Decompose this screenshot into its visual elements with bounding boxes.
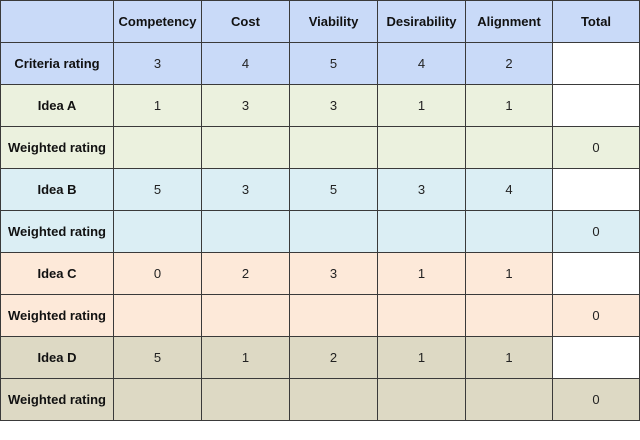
value-cell[interactable] bbox=[465, 210, 553, 253]
value-cell[interactable]: 4 bbox=[201, 42, 290, 85]
value-cell[interactable] bbox=[289, 126, 378, 169]
total-cell[interactable] bbox=[552, 336, 640, 379]
value-cell[interactable]: 3 bbox=[289, 84, 378, 127]
value-cell[interactable]: 3 bbox=[377, 168, 466, 211]
column-header-viability[interactable]: Viability bbox=[289, 0, 378, 43]
value-cell[interactable]: 5 bbox=[113, 336, 202, 379]
value-cell[interactable]: 3 bbox=[289, 252, 378, 295]
row-label-cell[interactable]: Idea B bbox=[0, 168, 114, 211]
row-label-cell[interactable]: Idea D bbox=[0, 336, 114, 379]
value-cell[interactable]: 1 bbox=[465, 252, 553, 295]
value-cell[interactable]: 1 bbox=[465, 84, 553, 127]
value-cell[interactable]: 2 bbox=[465, 42, 553, 85]
value-cell[interactable]: 1 bbox=[201, 336, 290, 379]
value-cell[interactable] bbox=[201, 294, 290, 337]
value-cell[interactable]: 1 bbox=[377, 336, 466, 379]
total-cell[interactable] bbox=[552, 84, 640, 127]
value-cell[interactable]: 1 bbox=[377, 252, 466, 295]
value-cell[interactable] bbox=[201, 378, 290, 421]
value-cell[interactable]: 2 bbox=[289, 336, 378, 379]
row-label-cell[interactable]: Weighted rating bbox=[0, 294, 114, 337]
value-cell[interactable] bbox=[113, 378, 202, 421]
total-cell[interactable] bbox=[552, 42, 640, 85]
value-cell[interactable]: 3 bbox=[201, 84, 290, 127]
value-cell[interactable] bbox=[377, 294, 466, 337]
ratings-table: Competency Cost Viability Desirability A… bbox=[0, 0, 640, 421]
value-cell[interactable] bbox=[201, 210, 290, 253]
value-cell[interactable]: 4 bbox=[377, 42, 466, 85]
column-header-total[interactable]: Total bbox=[552, 0, 640, 43]
value-cell[interactable] bbox=[465, 294, 553, 337]
value-cell[interactable] bbox=[289, 378, 378, 421]
value-cell[interactable]: 5 bbox=[289, 168, 378, 211]
row-label-cell[interactable]: Idea A bbox=[0, 84, 114, 127]
value-cell[interactable]: 0 bbox=[113, 252, 202, 295]
row-label-cell[interactable]: Idea C bbox=[0, 252, 114, 295]
table-row: Criteria rating 3 4 5 4 2 bbox=[0, 42, 640, 85]
total-cell[interactable] bbox=[552, 168, 640, 211]
corner-cell[interactable] bbox=[0, 0, 114, 43]
value-cell[interactable] bbox=[465, 378, 553, 421]
total-cell[interactable]: 0 bbox=[552, 210, 640, 253]
row-label-cell[interactable]: Weighted rating bbox=[0, 378, 114, 421]
value-cell[interactable] bbox=[113, 210, 202, 253]
total-cell[interactable]: 0 bbox=[552, 378, 640, 421]
value-cell[interactable]: 4 bbox=[465, 168, 553, 211]
total-cell[interactable]: 0 bbox=[552, 294, 640, 337]
value-cell[interactable]: 3 bbox=[201, 168, 290, 211]
value-cell[interactable]: 5 bbox=[113, 168, 202, 211]
value-cell[interactable]: 3 bbox=[113, 42, 202, 85]
value-cell[interactable]: 1 bbox=[377, 84, 466, 127]
total-cell[interactable] bbox=[552, 252, 640, 295]
table-row: Weighted rating 0 bbox=[0, 126, 640, 169]
value-cell[interactable] bbox=[465, 126, 553, 169]
value-cell[interactable]: 1 bbox=[113, 84, 202, 127]
value-cell[interactable] bbox=[113, 294, 202, 337]
value-cell[interactable] bbox=[113, 126, 202, 169]
value-cell[interactable] bbox=[377, 210, 466, 253]
value-cell[interactable] bbox=[377, 378, 466, 421]
column-header-cost[interactable]: Cost bbox=[201, 0, 290, 43]
value-cell[interactable] bbox=[289, 294, 378, 337]
value-cell[interactable]: 5 bbox=[289, 42, 378, 85]
table-row: Weighted rating 0 bbox=[0, 210, 640, 253]
value-cell[interactable] bbox=[377, 126, 466, 169]
table-row: Weighted rating 0 bbox=[0, 378, 640, 421]
column-header-competency[interactable]: Competency bbox=[113, 0, 202, 43]
value-cell[interactable] bbox=[289, 210, 378, 253]
column-header-desirability[interactable]: Desirability bbox=[377, 0, 466, 43]
column-header-alignment[interactable]: Alignment bbox=[465, 0, 553, 43]
row-label-cell[interactable]: Weighted rating bbox=[0, 210, 114, 253]
value-cell[interactable] bbox=[201, 126, 290, 169]
value-cell[interactable]: 2 bbox=[201, 252, 290, 295]
header-row: Competency Cost Viability Desirability A… bbox=[0, 0, 640, 43]
table-row: Weighted rating 0 bbox=[0, 294, 640, 337]
row-label-cell[interactable]: Weighted rating bbox=[0, 126, 114, 169]
row-label-cell[interactable]: Criteria rating bbox=[0, 42, 114, 85]
value-cell[interactable]: 1 bbox=[465, 336, 553, 379]
total-cell[interactable]: 0 bbox=[552, 126, 640, 169]
